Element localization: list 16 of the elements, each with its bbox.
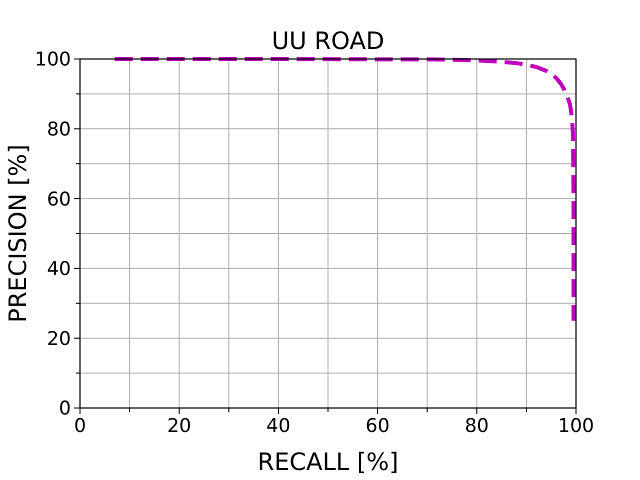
y-axis-title: PRECISION [%]: [4, 144, 32, 323]
x-tick-label: 80: [464, 415, 489, 437]
y-tick-label: 80: [46, 118, 71, 140]
x-tick-label: 40: [266, 415, 290, 437]
y-tick-label: 100: [34, 48, 71, 71]
y-tick-label: 60: [46, 188, 71, 210]
x-tick-label: 100: [558, 415, 594, 437]
line-series: [112, 57, 576, 323]
y-tick-label: 40: [46, 258, 71, 280]
x-tick-label: 60: [366, 415, 390, 437]
x-tick-label: 0: [74, 415, 86, 437]
y-tick-label: 20: [46, 328, 71, 350]
chart-title: UU ROAD: [272, 27, 384, 55]
x-tick-label: 20: [167, 415, 192, 437]
x-axis-title: RECALL [%]: [258, 448, 398, 476]
y-tick-label: 0: [58, 398, 71, 420]
